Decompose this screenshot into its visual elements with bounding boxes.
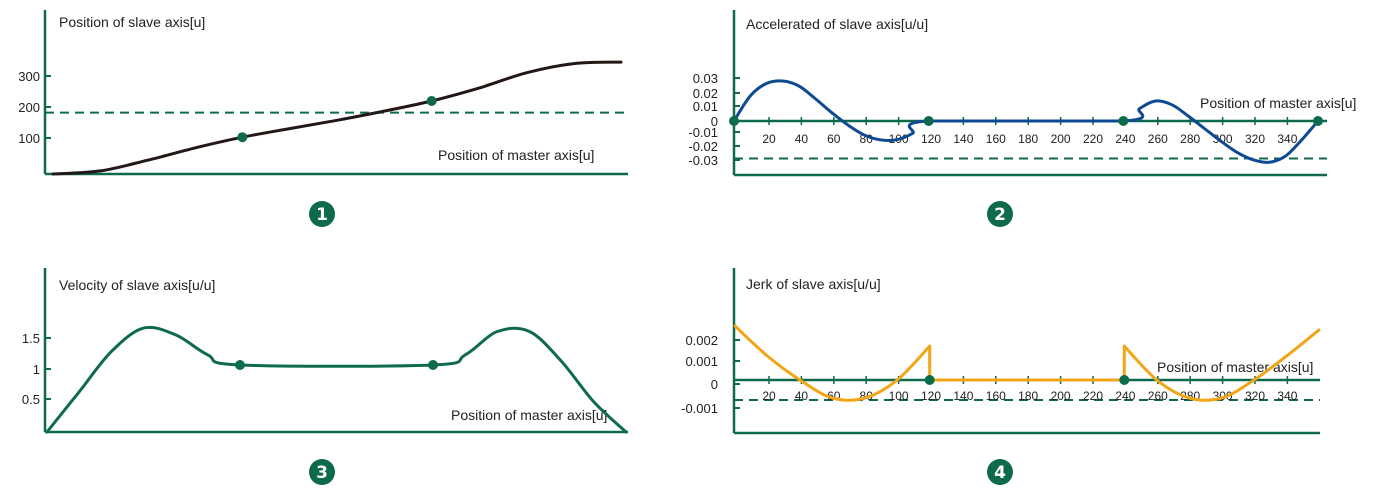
jerk-x-tick-label: 40 xyxy=(795,389,809,403)
jerk-x-axis-label: Position of master axis[u] xyxy=(1157,359,1313,375)
jerk-point-marker xyxy=(1119,375,1130,385)
acceleration-y-tick-label: -0.02 xyxy=(688,139,718,154)
velocity-y-tick-label: 0.5 xyxy=(22,392,40,407)
velocity-series-line xyxy=(45,325,628,434)
jerk-y-tick-label: 0 xyxy=(711,377,718,392)
acceleration-x-tick-label: 20 xyxy=(762,132,776,146)
position-y-axis-label: Position of slave axis[u] xyxy=(59,14,205,30)
position-y-tick-label: 200 xyxy=(18,100,40,115)
acceleration-x-tick-label: 160 xyxy=(986,132,1006,146)
velocity-badge-number: 3 xyxy=(316,463,328,483)
jerk-x-tick-label: 240 xyxy=(1115,389,1135,403)
acceleration-series-line xyxy=(732,79,1320,164)
acceleration-x-tick-label: 320 xyxy=(1245,132,1265,146)
jerk-y-tick-label: -0.001 xyxy=(681,401,718,416)
acceleration-y-tick-label: 0.02 xyxy=(693,86,718,101)
jerk-x-tick-label: 320 xyxy=(1245,389,1265,403)
jerk-x-tick-label: 160 xyxy=(986,389,1006,403)
jerk-y-tick-label: 0.002 xyxy=(685,333,718,348)
velocity-y-axis-label: Velocity of slave axis[u/u] xyxy=(59,277,215,293)
jerk-x-tick-label: 200 xyxy=(1051,389,1071,403)
acceleration-y-tick-label: 0 xyxy=(711,114,718,129)
jerk-y-tick-label: 0.001 xyxy=(685,354,718,369)
position-point-marker xyxy=(426,96,437,107)
acceleration-x-tick-label: 220 xyxy=(1083,132,1103,146)
position-series-line xyxy=(51,60,623,176)
jerk-badge-circle xyxy=(987,459,1013,485)
velocity-chart: 1.5 1 0.5 Velocity of slave axis[u/u] Positi… xyxy=(22,268,628,485)
velocity-point-marker xyxy=(428,360,438,370)
jerk-x-tick-label: 120 xyxy=(921,389,941,403)
acceleration-x-axis-label: Position of master axis[u] xyxy=(1200,95,1356,111)
acceleration-point-marker xyxy=(1313,116,1323,126)
acceleration-y-tick-label: 0.03 xyxy=(693,71,718,86)
position-point-marker xyxy=(237,132,248,143)
jerk-x-tick-label: 100 xyxy=(889,389,909,403)
position-chart: 300 200 100 Position of slave axis[u] Positi… xyxy=(18,10,628,227)
acceleration-y-tick-label: -0.01 xyxy=(688,125,718,140)
velocity-y-tick-label: 1.5 xyxy=(22,331,40,346)
jerk-x-tick-label: 20 xyxy=(762,389,776,403)
velocity-badge-circle xyxy=(309,459,335,485)
acceleration-x-tick-label: 300 xyxy=(1213,132,1233,146)
acceleration-x-tick-label: 60 xyxy=(827,132,841,146)
acceleration-x-tick-label: 180 xyxy=(1018,132,1038,146)
jerk-x-tick-label: 260 xyxy=(1148,389,1168,403)
acceleration-y-tick-label: -0.03 xyxy=(688,153,718,168)
acceleration-x-tick-label: 280 xyxy=(1180,132,1200,146)
velocity-x-axis-label: Position of master axis[u] xyxy=(451,407,607,423)
position-y-tick-label: 100 xyxy=(18,131,40,146)
acceleration-x-tick-label: 240 xyxy=(1115,132,1135,146)
acceleration-x-tick-label: 120 xyxy=(921,132,941,146)
acceleration-x-tick-label: 40 xyxy=(795,132,809,146)
jerk-x-tick-label: 340 xyxy=(1277,389,1297,403)
acceleration-x-tick-label: 340 xyxy=(1277,132,1297,146)
position-badge-circle xyxy=(309,201,335,227)
jerk-series-line xyxy=(733,324,1321,402)
acceleration-point-marker xyxy=(729,116,739,126)
velocity-y-tick-label: 1 xyxy=(33,362,40,377)
jerk-x-tick-label: 180 xyxy=(1018,389,1038,403)
velocity-point-marker xyxy=(235,360,245,370)
acceleration-y-tick-label: 0.01 xyxy=(693,99,718,114)
position-badge-number: 1 xyxy=(316,205,328,225)
acceleration-x-tick-label: 140 xyxy=(953,132,973,146)
jerk-x-tick-label: 220 xyxy=(1083,389,1103,403)
jerk-point-marker xyxy=(924,375,935,385)
acceleration-point-marker xyxy=(1118,116,1129,126)
acceleration-x-tick-label: 260 xyxy=(1148,132,1168,146)
jerk-y-axis-label: Jerk of slave axis[u/u] xyxy=(746,276,881,292)
acceleration-badge-circle xyxy=(987,201,1013,227)
acceleration-y-axis-label: Accelerated of slave axis[u/u] xyxy=(746,16,928,32)
acceleration-x-tick-label: 200 xyxy=(1051,132,1071,146)
acceleration-badge-number: 2 xyxy=(994,205,1006,225)
acceleration-point-marker xyxy=(923,116,934,126)
position-x-axis-label: Position of master axis[u] xyxy=(438,147,594,163)
jerk-x-tick-label: 140 xyxy=(953,389,973,403)
jerk-badge-number: 4 xyxy=(994,463,1006,483)
position-y-tick-label: 300 xyxy=(18,69,40,84)
